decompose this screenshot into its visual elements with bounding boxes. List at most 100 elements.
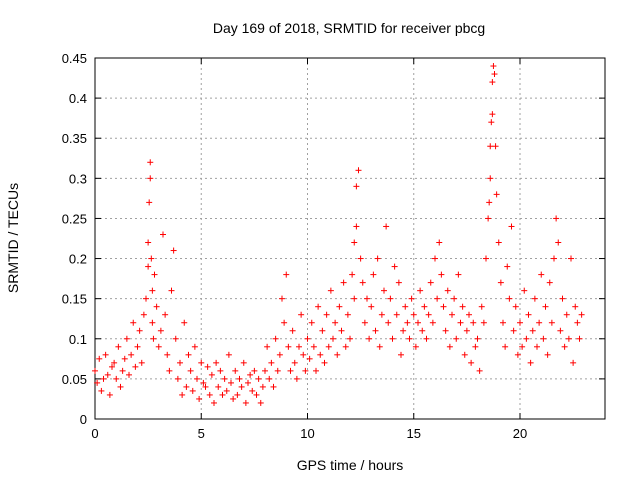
data-point xyxy=(268,359,275,366)
data-point xyxy=(493,191,500,198)
data-point xyxy=(415,319,421,326)
data-point xyxy=(486,199,493,206)
y-tick-label: 0.25 xyxy=(62,211,87,226)
data-point xyxy=(121,355,128,362)
data-point xyxy=(92,367,98,374)
data-point xyxy=(123,335,130,342)
data-point xyxy=(119,367,126,374)
data-point xyxy=(351,239,358,246)
y-tick-label: 0.2 xyxy=(69,252,87,267)
data-point xyxy=(143,295,149,302)
data-point xyxy=(423,335,430,342)
data-point xyxy=(370,271,377,278)
data-point xyxy=(148,255,155,262)
x-tick-label: 0 xyxy=(91,426,98,441)
data-point xyxy=(429,319,436,326)
data-point xyxy=(306,355,313,362)
data-point xyxy=(385,319,392,326)
y-tick-label: 0.05 xyxy=(62,372,87,387)
data-point xyxy=(432,255,438,262)
data-point xyxy=(298,311,305,318)
data-point xyxy=(238,383,245,390)
data-point xyxy=(200,379,207,386)
data-point xyxy=(208,371,215,378)
data-point xyxy=(408,295,415,302)
data-point xyxy=(185,351,192,358)
data-point xyxy=(476,367,483,374)
data-point xyxy=(100,375,107,382)
data-point xyxy=(487,143,494,150)
data-point xyxy=(266,375,273,382)
data-point xyxy=(463,327,470,334)
data-point xyxy=(147,159,154,166)
data-point xyxy=(128,351,135,358)
data-point xyxy=(272,335,279,342)
data-point xyxy=(487,175,494,182)
data-point xyxy=(453,335,460,342)
x-tick-label: 5 xyxy=(198,426,205,441)
data-point xyxy=(419,327,426,334)
data-point xyxy=(359,279,366,286)
data-point xyxy=(198,359,205,366)
data-point xyxy=(179,391,186,398)
data-point xyxy=(221,375,228,382)
data-point xyxy=(538,271,545,278)
data-point xyxy=(323,311,330,318)
data-point xyxy=(302,367,309,374)
data-point xyxy=(489,79,496,86)
data-point xyxy=(480,319,487,326)
data-point xyxy=(96,355,103,362)
data-point xyxy=(330,335,336,342)
data-point xyxy=(102,351,109,358)
y-tick-label: 0 xyxy=(80,412,87,427)
data-point xyxy=(497,279,504,286)
data-point xyxy=(347,335,353,342)
data-point xyxy=(168,287,175,294)
data-point xyxy=(317,351,324,358)
data-point xyxy=(488,119,495,126)
data-point xyxy=(170,247,177,254)
data-point xyxy=(257,399,264,406)
data-point xyxy=(374,255,381,262)
data-point xyxy=(438,271,445,278)
data-point xyxy=(519,343,526,350)
data-point xyxy=(249,387,256,394)
data-point xyxy=(525,311,532,318)
data-point xyxy=(151,271,158,278)
data-point xyxy=(466,311,472,318)
data-point xyxy=(336,303,343,310)
data-point xyxy=(113,375,120,382)
data-point xyxy=(111,359,118,366)
data-point xyxy=(500,319,506,326)
data-point xyxy=(146,199,153,206)
data-point xyxy=(551,255,557,262)
data-point xyxy=(228,379,234,386)
data-point xyxy=(355,167,362,174)
data-point xyxy=(478,303,485,310)
data-point xyxy=(353,223,360,230)
data-point xyxy=(514,351,521,358)
data-point xyxy=(321,359,328,366)
data-point xyxy=(149,319,156,326)
data-point xyxy=(523,335,530,342)
data-point xyxy=(391,263,398,270)
plot-frame xyxy=(94,57,606,420)
data-point xyxy=(94,379,101,386)
data-point xyxy=(553,215,560,222)
data-point xyxy=(281,319,288,326)
data-point xyxy=(368,303,375,310)
data-point xyxy=(468,359,475,366)
data-point xyxy=(351,295,358,302)
data-point xyxy=(561,343,568,350)
data-point xyxy=(202,383,209,390)
data-point xyxy=(548,319,555,326)
data-point xyxy=(490,63,497,70)
data-point xyxy=(134,343,141,350)
data-point xyxy=(315,303,322,310)
data-point xyxy=(389,335,396,342)
data-point xyxy=(234,391,241,398)
data-point xyxy=(319,327,326,334)
data-point xyxy=(427,279,434,286)
data-point xyxy=(291,359,298,366)
data-point xyxy=(512,303,519,310)
